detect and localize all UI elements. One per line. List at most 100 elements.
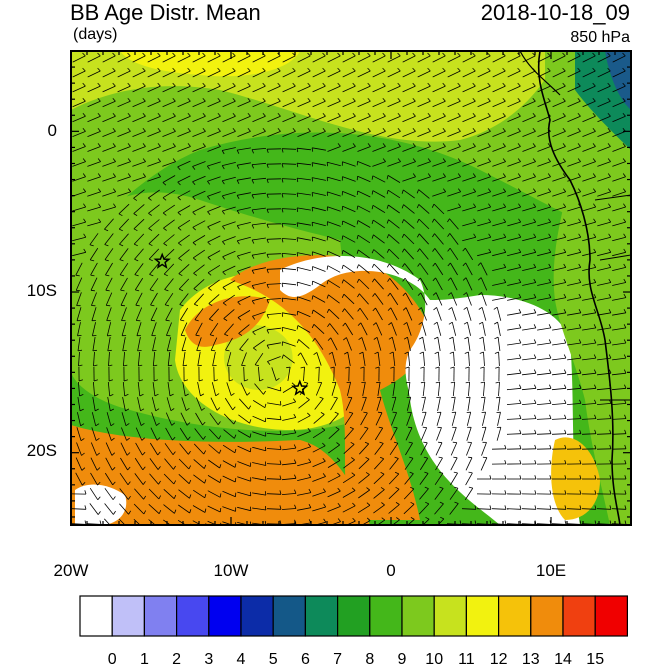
wind-barb-flag (387, 278, 391, 282)
wind-barb (466, 427, 472, 441)
wind-barb (132, 55, 146, 63)
wind-barb-flag (356, 264, 359, 269)
wind-barb (482, 322, 486, 336)
wind-barb (104, 488, 114, 500)
wind-barb (281, 477, 297, 481)
wind-barb (551, 433, 567, 435)
wind-barb-flag (386, 204, 389, 209)
wind-barb-flag (97, 113, 101, 117)
wind-barb-flag (472, 188, 477, 193)
wind-barb (148, 204, 160, 214)
colorbar-label: 5 (269, 651, 278, 667)
wind-barb-flag (371, 219, 374, 225)
wind-barb-flag (382, 97, 386, 102)
wind-barb (582, 85, 596, 93)
wind-barb-flag (202, 52, 206, 57)
wind-barb (147, 85, 161, 93)
wind-barb (357, 220, 371, 228)
colorbar-label: 1 (140, 651, 149, 667)
wind-barb-flag (366, 487, 370, 491)
wind-barb-flag (396, 517, 400, 521)
wind-barb-flag (577, 52, 581, 57)
wind-barb-flag (564, 475, 567, 480)
wind-barb (224, 323, 234, 335)
wind-barb (312, 506, 326, 512)
wind-barb-flag (251, 285, 255, 290)
wind-barb (209, 322, 219, 336)
wind-barb (597, 131, 611, 137)
wind-barb (134, 473, 144, 485)
wind-barb-flag (254, 364, 260, 367)
wind-barb (537, 191, 551, 197)
colorbar-swatch (79, 595, 113, 637)
wind-barb-flag (307, 82, 311, 87)
wind-barb (312, 295, 326, 303)
wind-barb-flag (97, 511, 101, 515)
wind-barb (72, 55, 86, 63)
wind-barb-flag (333, 396, 338, 399)
wind-barb (581, 433, 597, 435)
wind-barb (522, 115, 536, 123)
wind-barb (297, 192, 311, 196)
wind-barb-flag (83, 203, 87, 208)
wind-barb (432, 161, 446, 167)
wind-barb-flag (371, 278, 375, 283)
wind-barb (207, 505, 221, 513)
wind-barb-flag (517, 128, 521, 132)
wind-barb-flag (293, 459, 297, 464)
wind-barb-flag (404, 351, 409, 355)
wind-barb-flag (533, 218, 537, 223)
wind-barb-flag (397, 52, 401, 57)
wind-barb (596, 403, 612, 405)
wind-barb-flag (127, 52, 131, 57)
wind-barb-flag (157, 52, 161, 57)
wind-barb (537, 236, 551, 242)
wind-barb-flag (98, 203, 102, 208)
wind-barb (91, 427, 97, 441)
wind-barb (521, 403, 537, 405)
wind-barb-flag (386, 234, 390, 239)
wind-barb (582, 191, 596, 197)
wind-barb-flag (442, 82, 446, 87)
wind-barb-flag (162, 212, 167, 216)
wind-barb (423, 351, 425, 367)
wind-barb (566, 387, 582, 391)
wind-barb-flag (113, 203, 117, 208)
star-marker-north (153, 252, 171, 269)
wind-barb-flag (356, 190, 359, 196)
wind-barb (374, 458, 384, 470)
wind-barb (403, 503, 415, 515)
wind-barb (359, 443, 369, 455)
wind-barb-flag (279, 475, 282, 480)
wind-barb (492, 70, 506, 78)
wind-barb-flag (188, 479, 192, 484)
wind-barb (312, 221, 326, 227)
wind-barb-flag (382, 82, 386, 87)
wind-barb-flag (593, 233, 597, 238)
wind-barb (432, 55, 446, 63)
wind-barb (77, 412, 81, 426)
wind-barb-flag (533, 309, 537, 313)
wind-barb-flag (327, 337, 332, 341)
wind-barb-flag (279, 520, 282, 525)
wind-barb-flag (237, 270, 241, 275)
wind-barb-flag (450, 366, 455, 369)
wind-barb-flag (532, 97, 536, 102)
wind-barb (258, 366, 260, 382)
wind-barb-flag (577, 82, 581, 87)
wind-barb (582, 55, 596, 63)
wind-barb (135, 442, 143, 456)
wind-barb (597, 176, 611, 182)
wind-barb (419, 457, 429, 471)
wind-barb-flag (592, 52, 596, 57)
wind-barb-flag (163, 243, 168, 246)
wind-barb (611, 372, 627, 376)
wind-barb (373, 263, 385, 275)
wind-barb-flag (277, 82, 281, 87)
wind-barb (422, 381, 426, 397)
wind-barb-flag (109, 394, 114, 397)
wind-barb-flag (142, 67, 146, 72)
wind-barb-flag (563, 339, 567, 344)
wind-barb (252, 70, 266, 78)
wind-barb (75, 262, 83, 276)
